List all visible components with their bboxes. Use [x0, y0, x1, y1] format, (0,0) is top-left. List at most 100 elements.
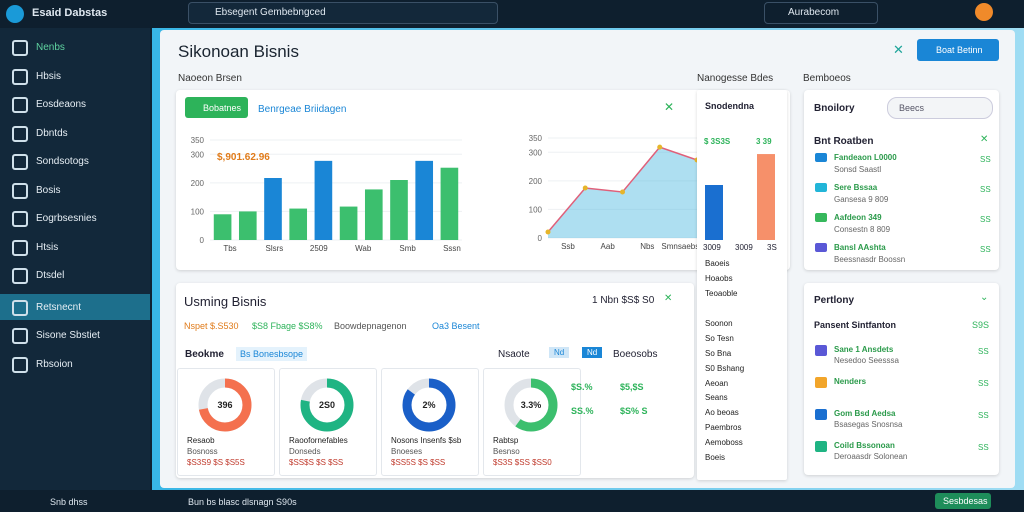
x-tick-label: 3009: [703, 243, 721, 252]
mini-stat: $S.%: [571, 382, 593, 392]
inventory-search[interactable]: [887, 97, 993, 119]
item-icon: [815, 213, 827, 222]
chevron[interactable]: ⌄: [980, 292, 989, 303]
menu-icon[interactable]: [12, 328, 28, 344]
menu-item[interactable]: Eosdeaons: [36, 99, 87, 110]
menu-icon[interactable]: [12, 182, 28, 199]
account-select[interactable]: [764, 2, 878, 24]
menu-item[interactable]: Sondsotogs: [36, 156, 89, 167]
stat: Boowdepnagenon: [334, 321, 407, 331]
menu-icon[interactable]: [12, 97, 28, 113]
menu-item[interactable]: Hbsis: [36, 70, 62, 82]
menu-item[interactable]: Htsis: [36, 241, 59, 253]
x-tick-label: 3S: [767, 243, 777, 252]
dropdown-item[interactable]: So Tesn: [705, 334, 734, 344]
footer: [0, 490, 1024, 512]
menu-item[interactable]: Dbntds: [36, 127, 68, 139]
menu-item[interactable]: Rbsoion: [36, 358, 73, 370]
item-name: Nenders: [834, 377, 867, 386]
item-name: Aafdeon 349: [834, 213, 882, 222]
overview-close[interactable]: ✕: [664, 100, 675, 114]
mini-stat: $5,$S: [620, 382, 644, 392]
stat: Oa3 Besent: [432, 321, 480, 331]
close[interactable]: ✕: [664, 293, 673, 304]
overview-button[interactable]: [185, 97, 248, 118]
chart-label: 3 39: [756, 137, 772, 146]
filter[interactable]: Bemboeos: [803, 73, 851, 84]
item-value: SS: [978, 379, 989, 388]
menu-icon[interactable]: [12, 356, 28, 373]
item-name: Coild Bssonoan: [834, 441, 895, 450]
dropdown-item[interactable]: Seans: [705, 393, 728, 403]
dropdown-item[interactable]: Paembros: [705, 423, 742, 432]
inventory-section: Bnt Roatben: [814, 136, 874, 147]
primary-button-text: Boat Betinn: [936, 45, 983, 55]
portfolio-title: Pertlony: [814, 295, 855, 306]
portfolio-card: [804, 283, 999, 475]
close[interactable]: ✕: [980, 134, 989, 145]
donut-line: Besnso: [493, 447, 520, 456]
item-icon: [815, 345, 827, 356]
tab[interactable]: Beokme: [185, 349, 224, 360]
donut-center: 2%: [422, 400, 435, 410]
menu-item[interactable]: Retsnecnt: [36, 301, 82, 313]
stat: Nspet $.S530: [184, 321, 239, 331]
item-sub: Gansesa 9 809: [834, 195, 889, 204]
donut-line: Donseds: [289, 447, 321, 456]
chip[interactable]: Nd: [582, 347, 603, 358]
menu-item[interactable]: Sisone Sbstiet: [36, 330, 100, 341]
menu-item[interactable]: Nenbs: [36, 42, 65, 53]
filter[interactable]: Nanogesse Bdes: [697, 73, 774, 84]
menu-icon[interactable]: [12, 299, 28, 316]
overview-filter[interactable]: Benrgeae Briidagen: [258, 104, 347, 115]
right-filter[interactable]: Boeosobs: [613, 349, 658, 360]
close[interactable]: ✕: [893, 42, 904, 57]
dropdown-item[interactable]: So Bna: [705, 349, 732, 358]
menu-item[interactable]: Eogrbsesnies: [36, 213, 97, 224]
menu-icon[interactable]: [12, 154, 28, 170]
menu-item[interactable]: Dtsdel: [36, 270, 65, 281]
footer-left: Snb dhss: [50, 497, 88, 507]
donut-segment: [504, 378, 558, 432]
menu-item[interactable]: Bosis: [36, 184, 61, 196]
inventory-search-text: Beecs: [899, 103, 925, 113]
dropdown-item[interactable]: Soonon: [705, 319, 733, 329]
x-tick-label: 3009: [735, 243, 753, 252]
menu-icon[interactable]: [12, 40, 28, 56]
subtitle: Naoeon Brsen: [178, 73, 242, 84]
item-name: Fandeaon L0000: [834, 153, 897, 162]
donut-title: Resaob: [187, 436, 215, 445]
dropdown-item[interactable]: Boeis: [705, 452, 726, 462]
dropdown-item[interactable]: Aemoboss: [705, 437, 743, 447]
dropdown-item[interactable]: S0 Bshang: [705, 363, 745, 373]
item-sub: Deroaasdr Solonean: [834, 452, 908, 461]
menu-icon[interactable]: [12, 211, 28, 227]
donut-line: Bosnoss: [187, 447, 218, 456]
menu-icon[interactable]: [12, 268, 28, 284]
footer-button[interactable]: [935, 493, 991, 509]
dropdown-item[interactable]: Teoaoble: [705, 288, 738, 298]
item-sub: Consestn 8 809: [834, 225, 891, 234]
dropdown-item[interactable]: Aeoan: [705, 378, 729, 388]
search-box[interactable]: [188, 2, 498, 24]
primary-button[interactable]: [917, 39, 999, 61]
item-icon: [815, 409, 827, 420]
avatar[interactable]: [975, 3, 993, 21]
item-value: SS: [980, 215, 991, 224]
usage-right: 1 Nbn $S$ S0: [592, 295, 655, 306]
menu-icon[interactable]: [12, 68, 28, 85]
donut-segment: [300, 378, 354, 432]
menu-icon[interactable]: [12, 125, 28, 142]
chip[interactable]: Nd: [549, 347, 570, 358]
inventory-title: Bnoilory: [814, 103, 855, 114]
sidebar: [0, 28, 150, 490]
dropdown-item[interactable]: Hoaobs: [705, 273, 733, 283]
dropdown-item[interactable]: Ao beoas: [705, 408, 739, 418]
dropdown-title: Snodendna: [705, 101, 754, 111]
dropdown-item[interactable]: Baoeis: [705, 259, 730, 268]
donut: 396: [198, 378, 252, 432]
chip[interactable]: Bs Bonesbsope: [236, 347, 308, 361]
item-icon: [815, 441, 827, 452]
usage-title: Usming Bisnis: [184, 294, 267, 309]
menu-icon[interactable]: [12, 239, 28, 256]
